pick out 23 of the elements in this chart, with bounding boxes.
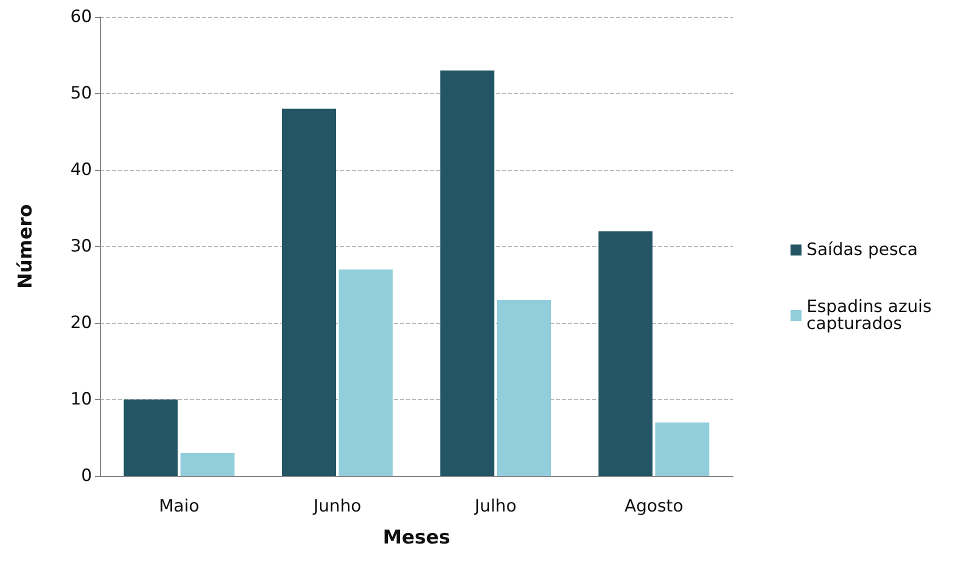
x-tick-label: Julho xyxy=(474,496,516,516)
x-axis-title: Meses xyxy=(382,526,450,548)
bar xyxy=(655,422,710,476)
bar xyxy=(124,400,178,476)
bar xyxy=(496,300,552,476)
bar xyxy=(598,231,653,476)
bar xyxy=(440,70,494,476)
x-tick-label: Junho xyxy=(312,496,362,516)
bar xyxy=(180,453,235,476)
y-tick-label: 30 xyxy=(70,236,92,256)
y-tick-label: 50 xyxy=(70,84,92,104)
x-tick-label: Maio xyxy=(159,496,200,516)
x-tick-label: Agosto xyxy=(624,496,684,516)
bar xyxy=(282,108,336,476)
y-tick-label: 60 xyxy=(70,7,92,27)
y-tick-label: 40 xyxy=(70,160,92,180)
bar xyxy=(338,269,393,476)
y-tick-label: 20 xyxy=(70,313,92,333)
y-tick-label: 10 xyxy=(70,390,92,410)
y-axis-title: Número xyxy=(14,204,36,289)
legend-label: Saídas pesca xyxy=(806,240,918,260)
legend-label: Espadins azuis capturados xyxy=(806,297,938,334)
y-tick-label: 0 xyxy=(81,466,92,486)
